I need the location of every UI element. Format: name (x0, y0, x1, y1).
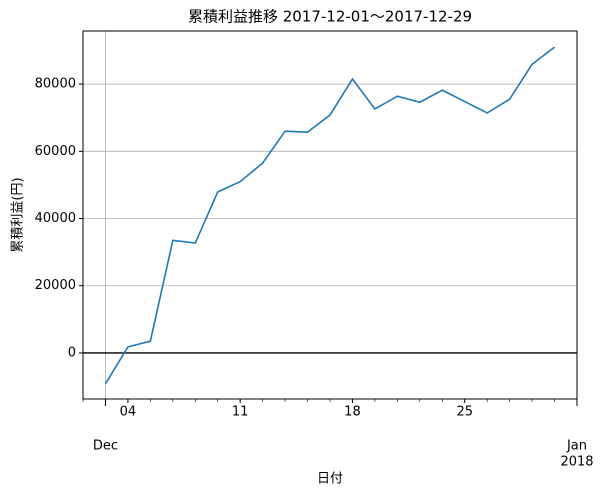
x-tick-label: 25 (456, 405, 473, 420)
y-tick-label: 0 (68, 345, 76, 360)
y-axis-label: 累積利益(円) (11, 177, 26, 252)
chart-title: 累積利益推移 2017-12-01～2017-12-29 (188, 8, 472, 26)
y-tick-label: 40000 (35, 211, 76, 226)
plot-frame (82, 30, 578, 400)
y-tick-label: 20000 (35, 278, 76, 293)
x-tick-label: Jan (566, 439, 587, 454)
y-tick-label: 80000 (35, 77, 76, 92)
x-tick-label: 04 (120, 405, 137, 420)
x-axis-label: 日付 (317, 472, 343, 487)
x-tick-label: 2018 (560, 455, 593, 470)
line (104, 46, 556, 385)
x-tick-label: 11 (232, 405, 249, 420)
y-tick-label: 60000 (35, 144, 76, 159)
x-tick-label: Dec (93, 439, 118, 454)
x-tick-label: 18 (344, 405, 361, 420)
